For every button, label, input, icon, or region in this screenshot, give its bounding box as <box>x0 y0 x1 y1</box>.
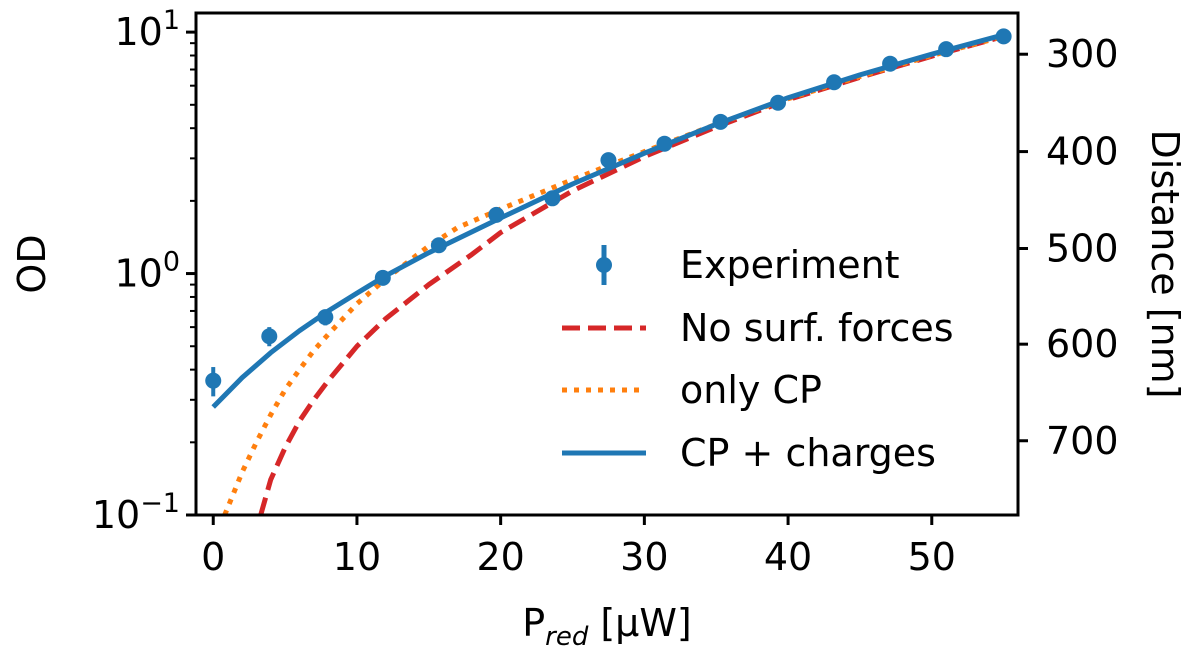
x-tick-label: 50 <box>908 535 956 579</box>
legend-label-only-cp: only CP <box>680 368 822 412</box>
data-point-experiment <box>544 190 561 207</box>
x-axis-title-main: P <box>522 601 545 645</box>
x-axis-title-unit: [μW] <box>600 601 691 645</box>
legend: Experiment No surf. forces only CP CP + … <box>562 243 954 475</box>
legend-label-cp-charges: CP + charges <box>680 431 936 475</box>
data-point-experiment <box>374 269 391 286</box>
data-point-experiment <box>995 28 1012 45</box>
legend-marker-experiment <box>596 257 612 273</box>
y-tick-label: 10−1 <box>92 488 180 537</box>
x-tick-label: 10 <box>333 535 381 579</box>
y2-tick-label: 300 <box>1046 32 1119 76</box>
y2-tick-label: 400 <box>1046 130 1119 174</box>
data-point-experiment <box>600 152 617 169</box>
legend-label-experiment: Experiment <box>680 243 900 287</box>
data-point-experiment <box>770 94 787 111</box>
axes-layer: 0 10 20 30 40 50 10−1 100 101 300 400 500 600 700 <box>92 5 1119 579</box>
data-point-experiment <box>205 372 222 389</box>
data-point-experiment <box>882 55 899 72</box>
x-axis-title: Pred [μW] <box>522 601 692 652</box>
y2-axis-title: Distance [nm] <box>1143 130 1187 399</box>
x-tick-label: 0 <box>201 535 225 579</box>
x-tick-label: 20 <box>476 535 524 579</box>
data-point-experiment <box>938 41 955 58</box>
data-point-experiment <box>826 74 843 91</box>
data-point-experiment <box>430 237 447 254</box>
y-tick-label: 101 <box>114 5 180 54</box>
y2-tick-label: 700 <box>1046 419 1119 463</box>
x-tick-label: 30 <box>620 535 668 579</box>
y2-tick-label: 600 <box>1046 322 1119 366</box>
x-tick-label: 40 <box>764 535 812 579</box>
data-point-experiment <box>656 135 673 152</box>
y-tick-label: 100 <box>114 247 180 296</box>
series-layer <box>205 28 1012 515</box>
legend-label-no-surf-forces: No surf. forces <box>680 306 954 350</box>
x-axis-title-sub: red <box>545 622 589 652</box>
y-axis-title: OD <box>10 234 54 293</box>
data-point-experiment <box>261 328 278 345</box>
y2-tick-label: 500 <box>1046 226 1119 270</box>
data-point-experiment <box>488 206 505 223</box>
series-line-cp-charges <box>211 32 1005 409</box>
data-point-experiment <box>712 113 729 130</box>
plot-frame <box>194 11 1020 517</box>
data-point-experiment <box>317 309 334 326</box>
